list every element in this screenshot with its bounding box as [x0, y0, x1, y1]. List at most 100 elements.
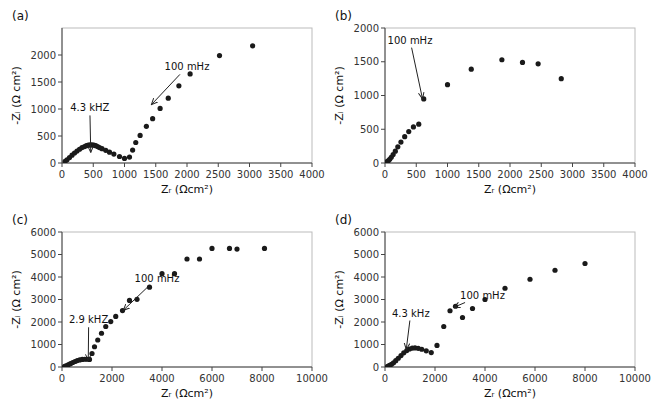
point	[99, 331, 104, 336]
y-tick	[58, 254, 62, 255]
point	[197, 256, 202, 261]
point	[434, 343, 439, 348]
x-tick	[312, 367, 313, 371]
y-tick	[58, 367, 62, 368]
y-tick	[58, 109, 62, 110]
annotation-text: 100 mHz	[460, 290, 505, 301]
x-tick	[635, 367, 636, 371]
point	[87, 357, 92, 362]
x-tick	[93, 163, 94, 167]
point	[176, 83, 181, 88]
y-tick	[58, 232, 62, 233]
x-tick	[212, 367, 213, 371]
y-tick	[58, 136, 62, 137]
point	[166, 96, 171, 101]
y-tick-label: 5000	[31, 249, 56, 260]
point	[460, 315, 465, 320]
y-tick-label: 3000	[354, 294, 379, 305]
x-tick-label: 500	[407, 169, 426, 180]
y-tick	[381, 232, 385, 233]
y-tick	[381, 95, 385, 96]
y-tick-label: 500	[37, 131, 56, 142]
x-tick-label: 3500	[268, 169, 293, 180]
x-tick	[62, 163, 63, 167]
plot-frame	[385, 28, 635, 163]
point	[89, 351, 94, 356]
x-tick	[124, 163, 125, 167]
y-tick-label: 0	[50, 362, 56, 373]
y-tick	[381, 322, 385, 323]
x-tick	[635, 163, 636, 167]
x-tick-label: 2000	[99, 373, 124, 384]
y-axis-line	[62, 28, 63, 163]
x-tick	[385, 163, 386, 167]
y-tick	[381, 367, 385, 368]
plot-frame	[62, 28, 312, 163]
panel: 0500100015002000250030003500400005001000…	[10, 9, 325, 196]
point	[499, 57, 504, 62]
y-tick-label: 6000	[354, 227, 379, 238]
point	[127, 154, 132, 159]
y-tick	[381, 254, 385, 255]
point	[406, 129, 411, 134]
x-tick-label: 500	[84, 169, 103, 180]
point	[122, 156, 127, 161]
figure: 0500100015002000250030003500400005001000…	[0, 0, 652, 413]
y-tick-label: 4000	[354, 272, 379, 283]
point	[445, 82, 450, 87]
annotation-text: 100 mHz	[388, 35, 433, 46]
annotation-arrow	[412, 48, 423, 99]
y-tick-label: 1500	[31, 77, 56, 88]
y-tick-label: 1000	[31, 104, 56, 115]
y-tick	[381, 299, 385, 300]
annotation-text: 4.3 kHz	[392, 308, 430, 319]
point	[184, 256, 189, 261]
y-tick	[381, 61, 385, 62]
panel: 0500100015002000250030003500400005001000…	[333, 9, 648, 196]
y-tick	[58, 344, 62, 345]
x-tick-label: 10000	[296, 373, 328, 384]
point	[393, 149, 398, 154]
x-tick	[535, 367, 536, 371]
x-tick	[112, 367, 113, 371]
x-tick-label: 6000	[199, 373, 224, 384]
x-tick-label: 4000	[622, 169, 647, 180]
y-tick	[58, 322, 62, 323]
panel-label: (b)	[335, 9, 352, 23]
point	[95, 337, 100, 342]
annotation-text: 4.3 kHZ	[70, 102, 109, 113]
y-tick-label: 1000	[31, 339, 56, 350]
point	[398, 139, 403, 144]
y-tick	[58, 55, 62, 56]
x-tick	[510, 163, 511, 167]
y-tick	[58, 277, 62, 278]
annotation-arrow	[88, 327, 89, 360]
x-tick-label: 1000	[112, 169, 137, 180]
point	[209, 246, 214, 251]
x-tick	[218, 163, 219, 167]
x-tick	[262, 367, 263, 371]
y-tick	[381, 28, 385, 29]
x-tick-label: 2000	[174, 169, 199, 180]
point	[395, 144, 400, 149]
x-tick-label: 3000	[560, 169, 585, 180]
y-tick-label: 1500	[354, 56, 379, 67]
x-tick-label: 1000	[435, 169, 460, 180]
annotation-arrow	[454, 303, 465, 308]
y-tick	[381, 163, 385, 164]
point	[92, 344, 97, 349]
y-tick-label: 2000	[31, 317, 56, 328]
x-tick-label: 0	[59, 373, 65, 384]
x-tick-label: 3000	[237, 169, 262, 180]
x-axis-label: Zᵣ (Ωcm²)	[484, 387, 536, 400]
y-axis-label: -Zᵢ (Ω cm²)	[333, 270, 346, 329]
point	[470, 306, 475, 311]
point	[217, 53, 222, 58]
point	[411, 124, 416, 129]
y-tick-label: 4000	[31, 272, 56, 283]
y-tick-label: 500	[360, 124, 379, 135]
y-tick-label: 0	[50, 158, 56, 169]
point	[108, 319, 113, 324]
y-tick-label: 0	[373, 158, 379, 169]
x-tick	[187, 163, 188, 167]
